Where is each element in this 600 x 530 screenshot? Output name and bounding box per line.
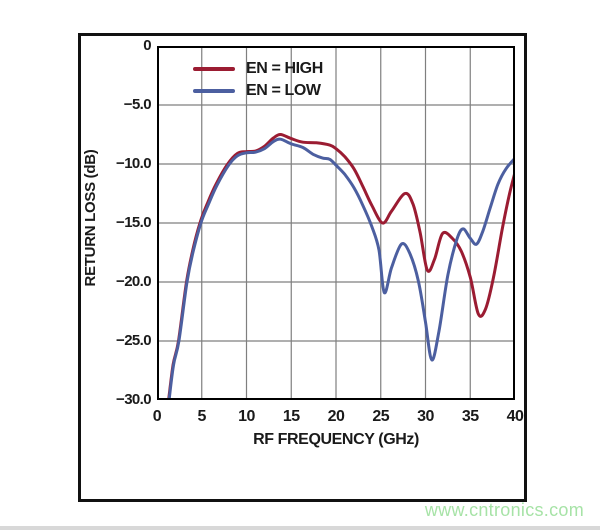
x-tick-label-15: 15 [282, 408, 300, 425]
y-tick-label--10: −10.0 [116, 155, 152, 172]
x-tick-label-35: 35 [461, 408, 479, 425]
curve-en-low [167, 137, 515, 400]
x-tick-label-10: 10 [238, 408, 255, 425]
legend-label-en-low: EN = LOW [246, 82, 321, 99]
legend-item-en-low: EN = LOW [193, 80, 323, 102]
x-tick-label-30: 30 [417, 408, 434, 425]
y-tick-label--5: −5.0 [123, 96, 152, 113]
legend-swatch-en-high [193, 67, 235, 71]
plot-canvas [157, 46, 515, 400]
y-tick-label--20: −20.0 [116, 273, 152, 290]
x-tick-label-25: 25 [372, 408, 390, 425]
bottom-strip [0, 526, 600, 530]
watermark: www.cntronics.com [424, 500, 584, 520]
legend-label-en-high: EN = HIGH [246, 60, 323, 77]
y-tick-label-0: 0 [143, 37, 151, 54]
plot-border [157, 46, 515, 400]
x-tick-label-40: 40 [506, 408, 524, 425]
y-tick-label--25: −25.0 [116, 332, 152, 349]
x-axis-title: RF FREQUENCY (GHz) [253, 431, 419, 448]
legend-swatch-en-low [193, 89, 235, 93]
legend: EN = HIGH EN = LOW [193, 58, 323, 102]
x-tick-label-5: 5 [197, 408, 207, 425]
curve-en-high [167, 133, 515, 400]
y-tick-label--30: −30.0 [116, 391, 152, 408]
chart-frame [78, 33, 527, 502]
y-tick-label--15: −15.0 [116, 214, 152, 231]
legend-item-en-high: EN = HIGH [193, 58, 323, 80]
x-tick-label-0: 0 [152, 408, 162, 425]
x-tick-label-20: 20 [327, 408, 345, 425]
